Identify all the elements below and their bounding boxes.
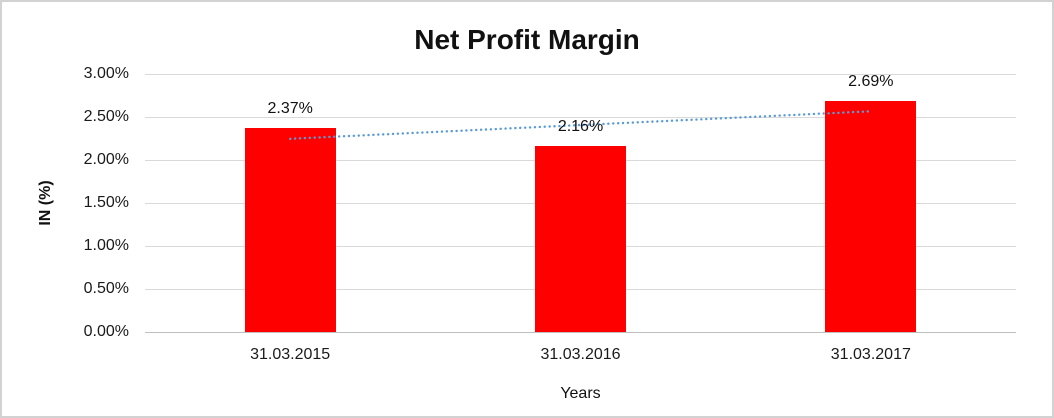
- data-label: 2.69%: [848, 72, 894, 90]
- chart-title: Net Profit Margin: [414, 24, 640, 55]
- x-tick-label: 31.03.2017: [830, 346, 911, 363]
- y-tick-label: 3.00%: [83, 65, 129, 82]
- bar: [825, 100, 917, 332]
- y-tick-label: 2.00%: [83, 151, 129, 168]
- y-tick-label: 0.00%: [83, 323, 129, 340]
- y-tick-label: 0.50%: [83, 280, 129, 297]
- x-tick-label: 31.03.2016: [540, 346, 621, 363]
- x-tick-label: 31.03.2015: [250, 346, 331, 363]
- data-label: 2.37%: [267, 100, 313, 118]
- gridline: [145, 74, 1016, 75]
- y-tick-label: 1.50%: [83, 194, 129, 211]
- x-axis-title: Years: [560, 385, 601, 402]
- y-tick-label: 2.50%: [83, 108, 129, 125]
- data-label: 2.16%: [557, 118, 604, 136]
- bar: [535, 146, 626, 332]
- y-tick-label: 1.00%: [83, 237, 129, 254]
- bar: [244, 128, 336, 332]
- x-axis-line: [145, 332, 1016, 333]
